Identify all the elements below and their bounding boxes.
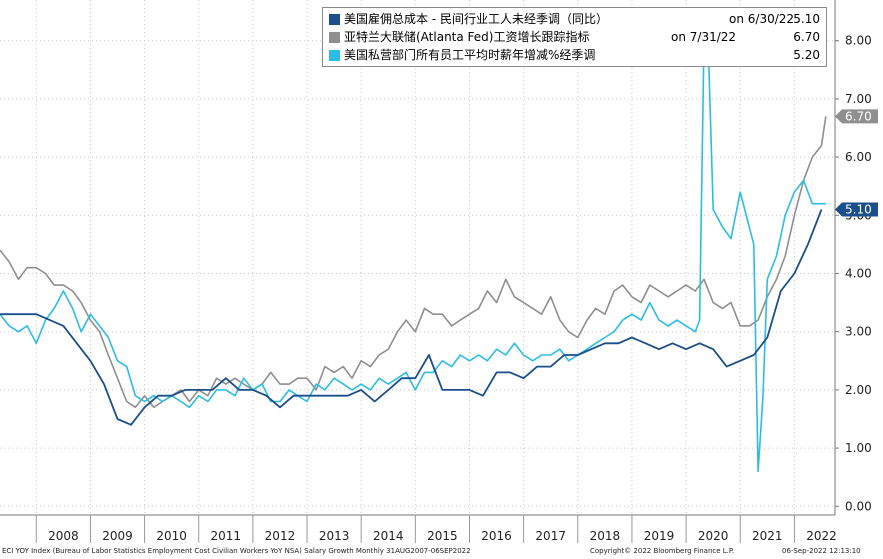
x-tick-label: 2019 — [644, 529, 675, 543]
x-tick-label: 2012 — [265, 529, 296, 543]
x-axis-ticks: 2008 2009 2010 2011 2012 2013 2014 2015 2016 2017… — [35, 515, 837, 543]
y-tick-label: 8.00 — [845, 34, 872, 48]
legend-item-eci: 美国雇佣总成本 - 民间行业工人未经季调（同比） on 6/30/22 5.10 — [329, 11, 820, 27]
x-tick-label: 2018 — [590, 529, 621, 543]
y-tick-label: 2.00 — [845, 383, 872, 397]
y-tick-label: 4.00 — [845, 267, 872, 281]
legend: 美国雇佣总成本 - 民间行业工人未经季调（同比） on 6/30/22 5.10… — [322, 7, 827, 67]
footer-source: ECI YOY Index (Bureau of Labor Statistic… — [2, 547, 471, 555]
y-tick-label: 3.00 — [845, 325, 872, 339]
legend-value-atlanta-fed: 6.70 — [793, 30, 820, 44]
legend-swatch-eci — [329, 14, 340, 25]
end-label-text: 6.70 — [845, 109, 872, 123]
legend-item-hourly-earnings: 美国私营部门所有员工平均时薪年增减%经季调 5.20 — [329, 47, 820, 63]
x-tick-label: 2011 — [211, 529, 242, 543]
series-line-0 — [0, 209, 823, 426]
legend-label-hourly-earnings: 美国私营部门所有员工平均时薪年增减%经季调 — [344, 48, 596, 62]
line-chart: 0.001.002.003.004.005.006.007.008.00 200… — [0, 0, 878, 543]
x-tick-label: 2009 — [102, 529, 133, 543]
end-label-text: 5.10 — [845, 202, 872, 216]
x-tick-label: 2021 — [752, 529, 783, 543]
legend-swatch-atlanta-fed — [329, 32, 340, 43]
end-value-labels: 6.70 5.10 — [835, 109, 878, 217]
x-tick-label: 2010 — [156, 529, 187, 543]
y-tick-label: 0.00 — [845, 499, 872, 513]
footer: ECI YOY Index (Bureau of Labor Statistic… — [0, 545, 883, 559]
legend-date-atlanta-fed: on 7/31/22 — [671, 30, 737, 44]
footer-timestamp: 06-Sep-2022 12:13:10 — [782, 547, 861, 555]
y-axis-ticks: 0.001.002.003.004.005.006.007.008.00 — [835, 34, 872, 513]
legend-swatch-hourly-earnings — [329, 50, 340, 61]
legend-label-eci: 美国雇佣总成本 - 民间行业工人未经季调（同比） — [344, 12, 608, 26]
x-tick-label: 2014 — [373, 529, 404, 543]
x-tick-label: 2022 — [806, 529, 837, 543]
plot-background — [0, 0, 835, 515]
y-tick-label: 6.00 — [845, 150, 872, 164]
y-tick-label: 1.00 — [845, 441, 872, 455]
footer-copyright: Copyright© 2022 Bloomberg Finance L.P. — [590, 547, 735, 555]
x-tick-label: 2016 — [481, 529, 512, 543]
end-label-box — [835, 109, 878, 124]
y-tick-label: 7.00 — [845, 92, 872, 106]
legend-value-eci: 5.10 — [793, 12, 820, 26]
x-tick-label: 2008 — [48, 529, 79, 543]
x-tick-label: 2017 — [535, 529, 566, 543]
series-line-1 — [0, 116, 827, 409]
legend-label-atlanta-fed: 亚特兰大联储(Atlanta Fed)工资增长跟踪指标 — [344, 30, 590, 44]
legend-item-atlanta-fed: 亚特兰大联储(Atlanta Fed)工资增长跟踪指标 on 7/31/22 6… — [329, 29, 820, 45]
legend-date-eci: on 6/30/22 — [729, 12, 795, 26]
x-tick-label: 2013 — [319, 529, 350, 543]
legend-value-hourly-earnings: 5.20 — [793, 48, 820, 62]
end-label-box — [835, 202, 878, 217]
x-tick-label: 2015 — [427, 529, 458, 543]
x-tick-label: 2020 — [698, 529, 729, 543]
